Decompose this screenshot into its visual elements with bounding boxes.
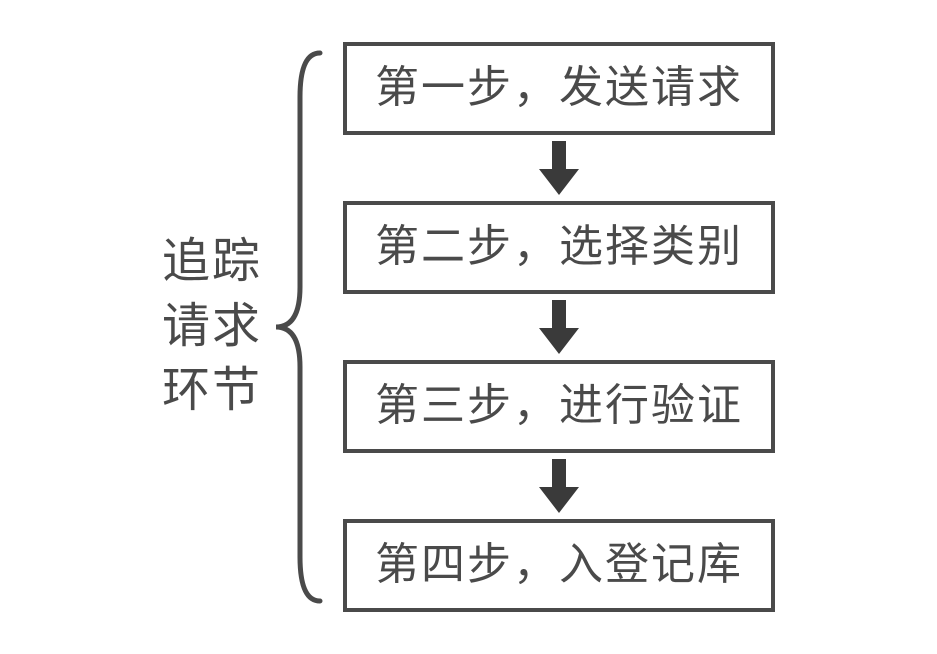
label-line-1: 追踪	[162, 230, 262, 295]
step-box-4: 第四步，入登记库	[343, 519, 775, 612]
step-box-2: 第二步，选择类别	[343, 201, 775, 294]
group-label: 追踪 请求 环节	[162, 230, 262, 424]
step-box-1: 第一步，发送请求	[343, 42, 775, 135]
arrow-down-icon	[539, 459, 579, 513]
label-line-3: 环节	[162, 359, 262, 424]
curly-brace-icon	[270, 47, 325, 607]
arrow-down-icon	[539, 300, 579, 354]
step-box-3: 第三步，进行验证	[343, 360, 775, 453]
label-line-2: 请求	[162, 295, 262, 360]
arrow-down-icon	[539, 141, 579, 195]
flowchart-container: 追踪 请求 环节 第一步，发送请求 第二步，选择类别 第三步，进行验证 第四步，…	[162, 42, 775, 611]
flow-steps: 第一步，发送请求 第二步，选择类别 第三步，进行验证 第四步，入登记库	[343, 42, 775, 611]
